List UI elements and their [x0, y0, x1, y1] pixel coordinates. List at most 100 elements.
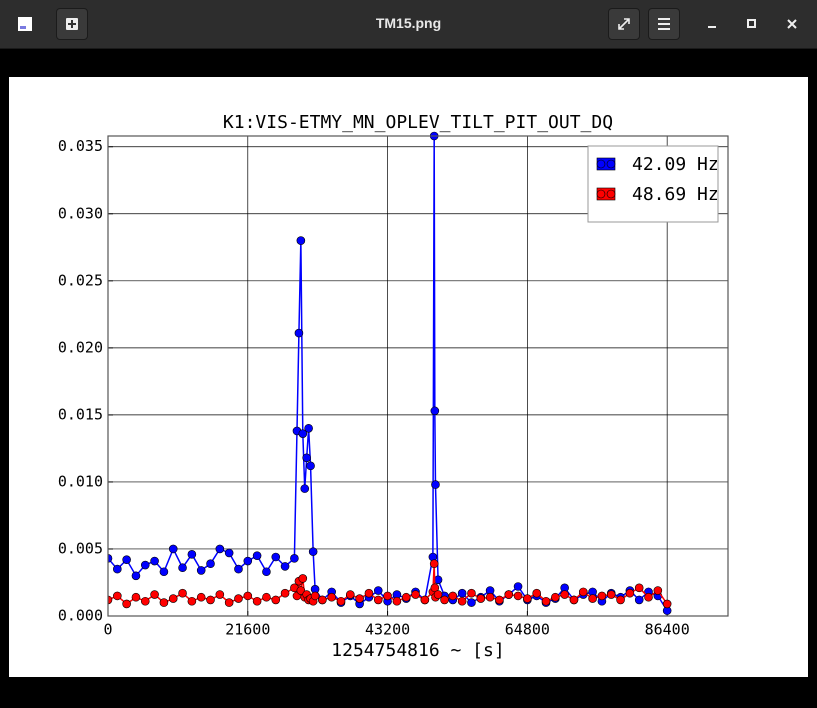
data-point — [467, 598, 476, 607]
data-point — [159, 598, 169, 607]
data-point — [224, 598, 234, 607]
data-point — [108, 595, 113, 605]
data-point — [113, 591, 122, 601]
data-point — [662, 599, 672, 609]
y-tick-label: 0.015 — [58, 405, 103, 423]
data-point — [433, 590, 443, 599]
data-point — [122, 555, 131, 564]
data-point — [252, 596, 262, 606]
chart-title: K1:VIS-ETMY_MN_OPLEV_TILT_PIT_OUT_DQ — [223, 112, 613, 133]
data-point — [140, 596, 150, 606]
legend-label: 48.69 Hz — [632, 184, 719, 205]
data-point — [108, 554, 113, 563]
data-point — [168, 594, 178, 603]
data-point — [271, 552, 281, 562]
data-point — [364, 588, 374, 598]
x-axis-label: 1254754816 ~ [s] — [331, 640, 504, 661]
data-point — [187, 550, 197, 559]
legend-marker — [606, 189, 616, 199]
data-point — [429, 559, 439, 569]
data-point — [457, 588, 467, 598]
legend-marker — [596, 189, 606, 199]
data-point — [411, 590, 420, 599]
data-point — [159, 567, 169, 577]
data-point — [495, 595, 504, 605]
legend-label: 42.09 Hz — [632, 154, 719, 175]
data-point — [467, 588, 476, 598]
new-button[interactable] — [56, 8, 88, 40]
data-point — [578, 587, 588, 597]
data-point — [513, 591, 523, 601]
data-point — [280, 562, 290, 571]
data-point — [243, 556, 253, 566]
data-point — [588, 594, 597, 603]
data-point — [196, 566, 206, 575]
data-point — [206, 559, 215, 569]
menu-button[interactable] — [648, 8, 680, 40]
data-point — [178, 588, 187, 598]
data-point — [532, 588, 541, 598]
data-point — [597, 591, 607, 601]
data-point — [513, 582, 523, 591]
data-point — [298, 574, 308, 583]
x-tick-label: 64800 — [505, 621, 550, 639]
data-point — [310, 591, 320, 601]
y-tick-label: 0.020 — [58, 338, 103, 356]
data-point — [187, 596, 197, 606]
data-point — [308, 547, 318, 556]
data-point — [252, 551, 262, 560]
data-point — [606, 590, 616, 599]
data-point — [131, 571, 141, 581]
data-point — [150, 556, 159, 566]
data-point — [336, 596, 346, 606]
data-point — [644, 592, 653, 602]
data-point — [440, 595, 449, 605]
y-tick-label: 0.010 — [58, 472, 103, 490]
data-point — [523, 594, 532, 603]
data-point — [304, 423, 313, 433]
data-point — [113, 564, 122, 574]
fullscreen-button[interactable] — [608, 8, 640, 40]
data-point — [485, 592, 495, 602]
data-point — [448, 591, 458, 601]
data-point — [290, 554, 299, 563]
data-point — [383, 591, 392, 601]
data-point — [616, 595, 625, 605]
data-point — [420, 595, 430, 605]
y-tick-label: 0.035 — [58, 137, 103, 155]
window-controls[interactable] — [700, 12, 810, 36]
data-point — [168, 544, 178, 554]
y-tick-label: 0.030 — [58, 204, 103, 222]
data-point — [131, 592, 141, 602]
data-point — [504, 590, 514, 599]
data-point — [541, 596, 551, 606]
data-point — [262, 567, 271, 577]
app-icon[interactable] — [9, 8, 41, 40]
plot-frame — [107, 135, 729, 617]
data-point — [234, 564, 243, 574]
data-point — [346, 590, 355, 599]
data-point — [262, 592, 271, 602]
data-point — [224, 548, 234, 558]
data-point — [215, 590, 225, 599]
data-point — [430, 406, 440, 416]
data-point — [294, 328, 304, 338]
data-point — [296, 236, 306, 245]
data-point — [140, 560, 150, 570]
title-bar: TM15.png — [0, 0, 817, 49]
x-tick-label: 43200 — [365, 621, 410, 639]
data-point — [196, 592, 206, 602]
x-tick-label: 86400 — [645, 621, 690, 639]
data-point — [560, 590, 569, 599]
y-tick-label: 0.000 — [58, 607, 103, 625]
data-point — [569, 595, 579, 605]
data-point — [476, 594, 486, 603]
legend-marker — [606, 159, 616, 169]
data-point — [318, 595, 327, 605]
data-point — [302, 453, 311, 463]
data-point — [150, 590, 159, 599]
data-point — [122, 599, 131, 609]
data-point — [392, 596, 402, 606]
data-point — [327, 592, 336, 602]
